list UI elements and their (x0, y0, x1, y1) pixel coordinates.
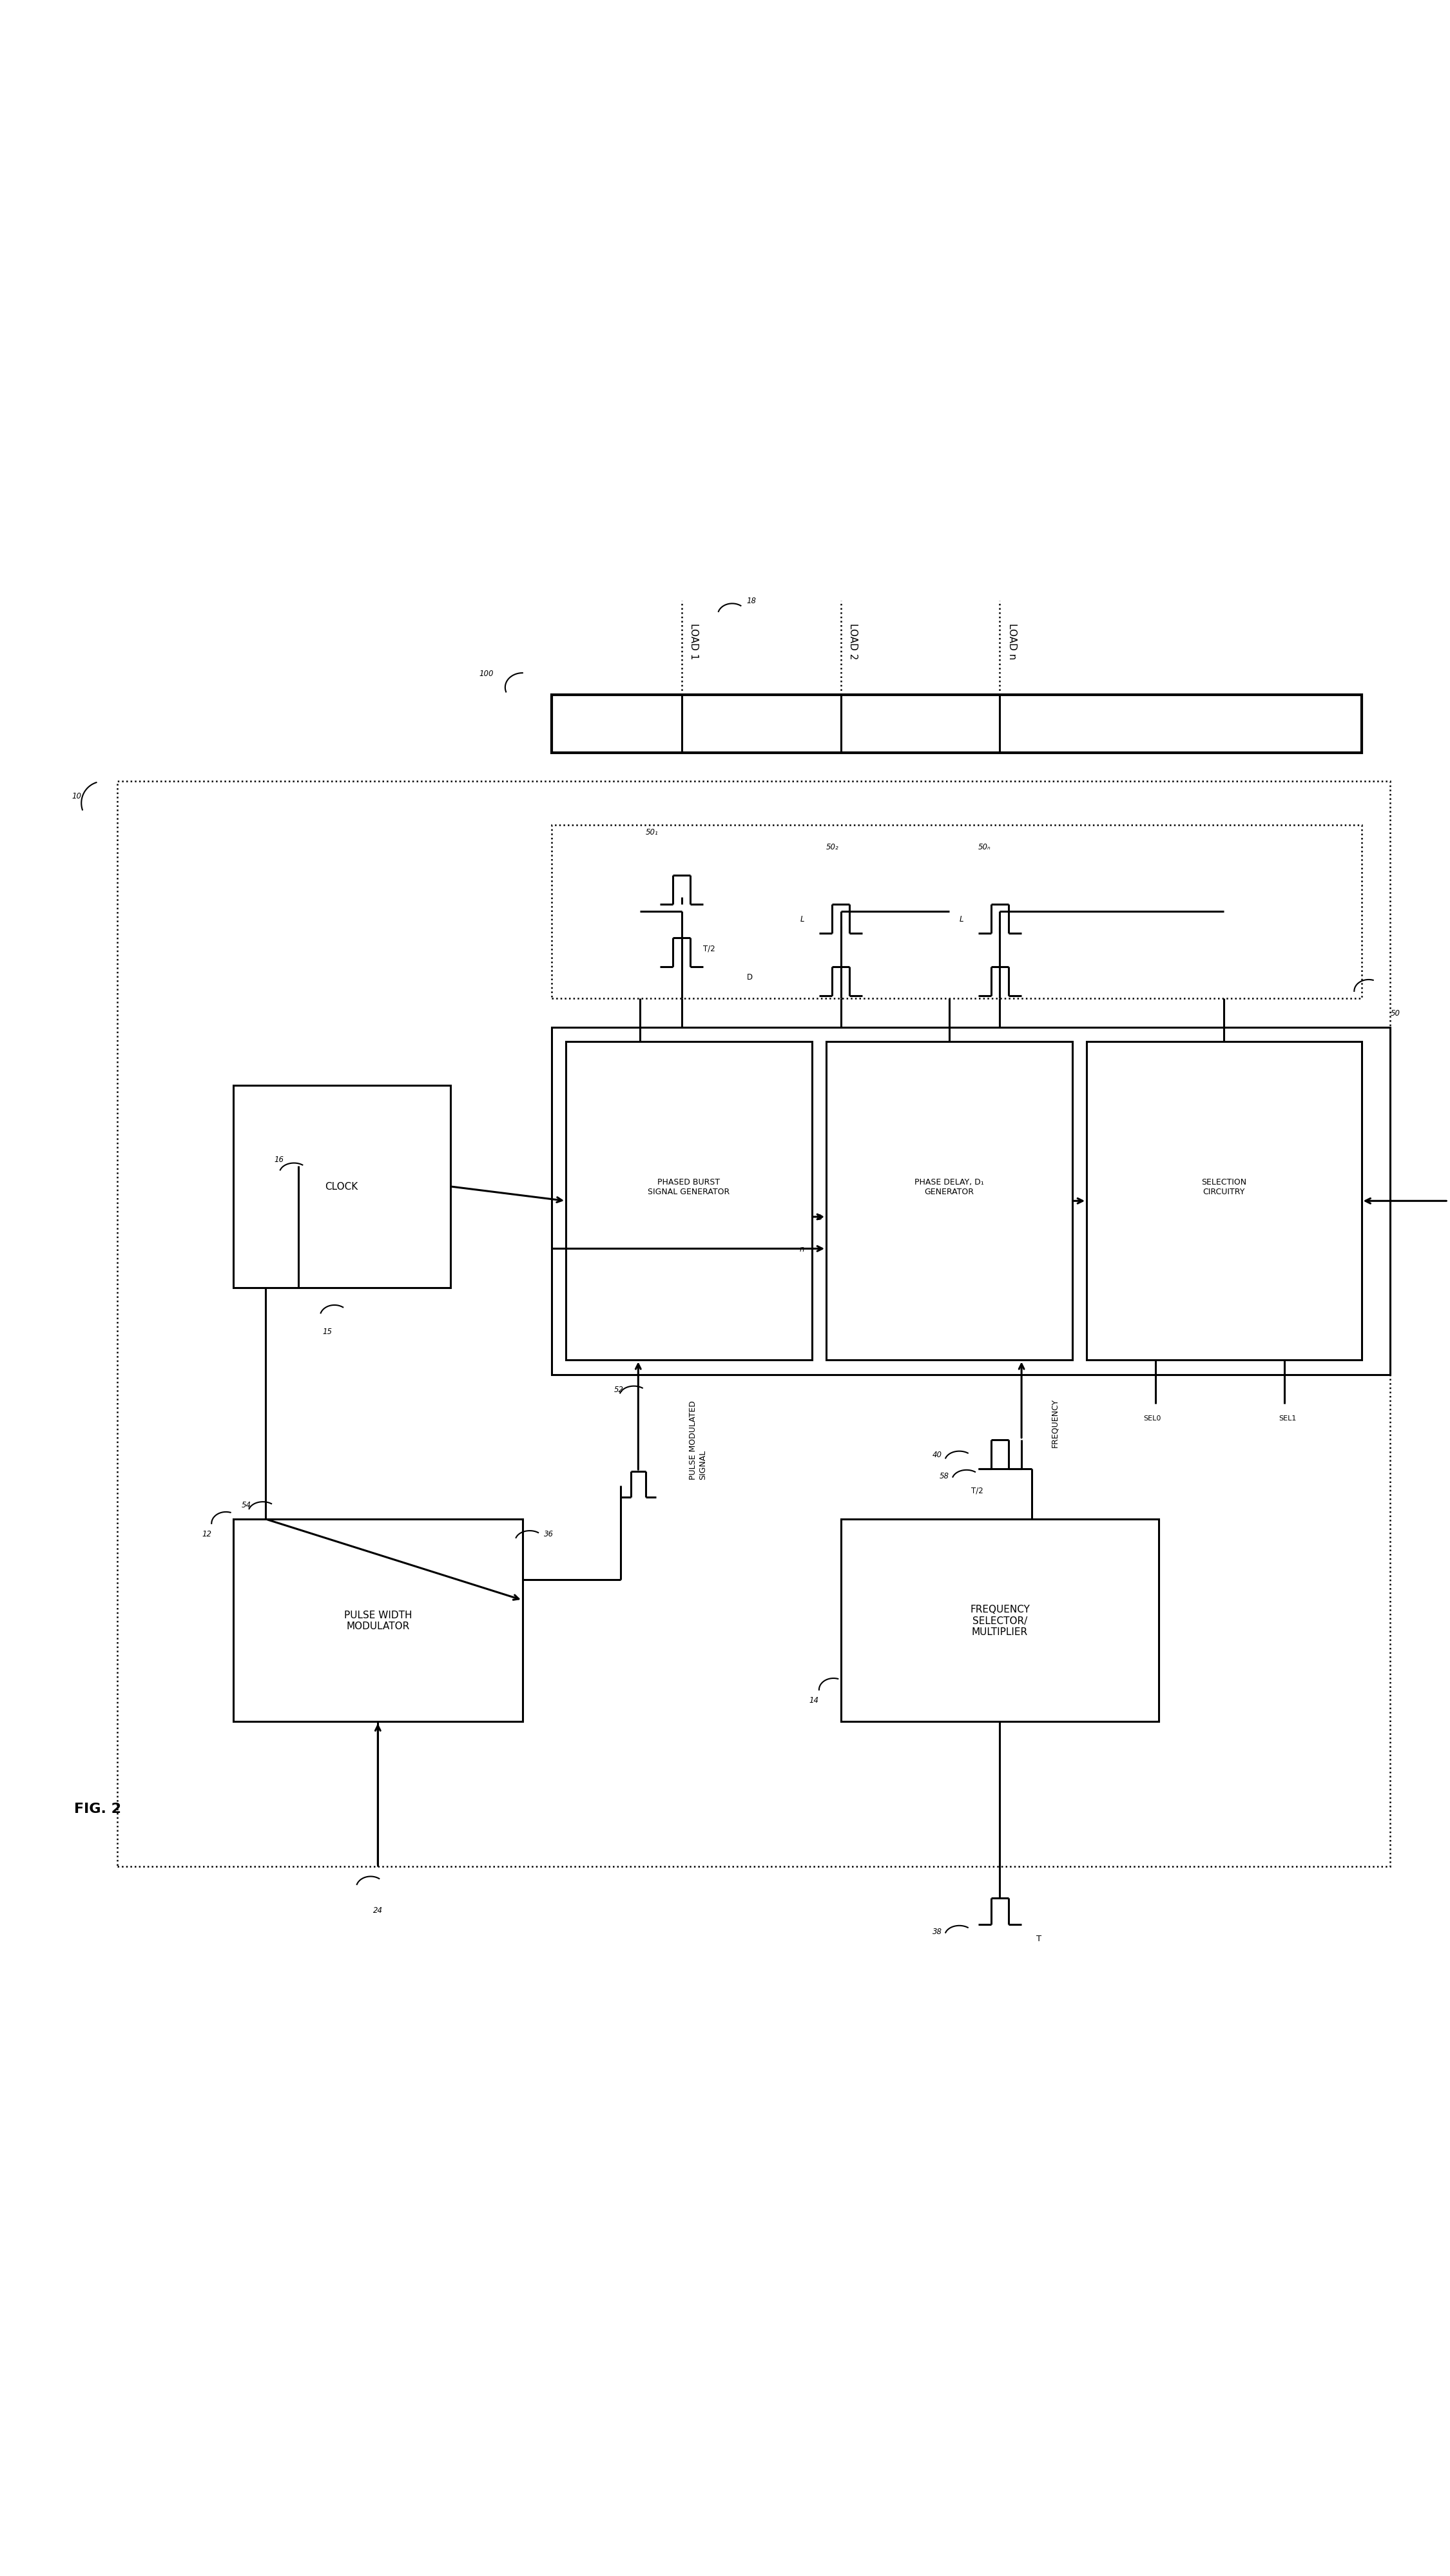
Bar (551, 824, 1362, 999)
Text: 54: 54 (242, 1502, 251, 1510)
Text: 38: 38 (932, 1927, 943, 1935)
Text: 58: 58 (940, 1471, 950, 1481)
Text: PHASE DELAY, D₁
GENERATOR: PHASE DELAY, D₁ GENERATOR (915, 1177, 985, 1195)
Bar (826, 1043, 1072, 1360)
Text: 50: 50 (1391, 1010, 1401, 1018)
Text: PULSE WIDTH
MODULATOR: PULSE WIDTH MODULATOR (344, 1610, 412, 1631)
Bar (233, 1520, 522, 1721)
Text: D: D (816, 1213, 822, 1221)
Text: 14: 14 (809, 1695, 819, 1705)
Text: 12: 12 (202, 1530, 212, 1538)
Text: 18: 18 (747, 598, 757, 605)
Text: FREQUENCY
SELECTOR/
MULTIPLIER: FREQUENCY SELECTOR/ MULTIPLIER (970, 1605, 1030, 1636)
Text: FIG. 2: FIG. 2 (74, 1803, 122, 1816)
Text: D: D (747, 974, 753, 981)
Text: T: T (1035, 1935, 1041, 1942)
Text: CLOCK: CLOCK (325, 1182, 358, 1193)
Bar (841, 1520, 1159, 1721)
Text: FREQUENCY: FREQUENCY (1050, 1399, 1058, 1448)
Bar (566, 1043, 812, 1360)
Bar (551, 696, 1362, 752)
Text: 100: 100 (479, 670, 493, 677)
Text: 16: 16 (274, 1157, 284, 1164)
Text: 24: 24 (373, 1906, 383, 1914)
Text: 15: 15 (322, 1327, 332, 1334)
Bar (1086, 1043, 1362, 1360)
Text: SEL0: SEL0 (1144, 1414, 1161, 1422)
Text: 40: 40 (932, 1450, 943, 1458)
Text: 50ₙ: 50ₙ (979, 842, 990, 850)
Text: T/2: T/2 (703, 943, 715, 953)
Text: PHASED BURST
SIGNAL GENERATOR: PHASED BURST SIGNAL GENERATOR (648, 1177, 729, 1195)
Text: LOAD n: LOAD n (1008, 623, 1016, 659)
Text: SEL1: SEL1 (1279, 1414, 1296, 1422)
Text: 50₂: 50₂ (826, 842, 840, 850)
Text: L: L (960, 914, 963, 922)
Text: 50₁: 50₁ (645, 829, 658, 837)
Bar (117, 783, 1391, 1868)
Text: T/2: T/2 (972, 1486, 983, 1494)
Text: SELECTION
CIRCUITRY: SELECTION CIRCUITRY (1202, 1177, 1247, 1195)
Text: PULSE MODULATED
SIGNAL: PULSE MODULATED SIGNAL (689, 1401, 708, 1479)
Text: 36: 36 (544, 1530, 554, 1538)
Text: 10: 10 (71, 793, 81, 801)
Text: LOAD 2: LOAD 2 (848, 623, 857, 659)
Text: n: n (800, 1244, 805, 1252)
Text: 52: 52 (615, 1386, 624, 1394)
Text: LOAD 1: LOAD 1 (689, 623, 699, 659)
Bar (233, 1084, 450, 1288)
Text: L: L (800, 914, 805, 922)
Bar (551, 1028, 1391, 1376)
